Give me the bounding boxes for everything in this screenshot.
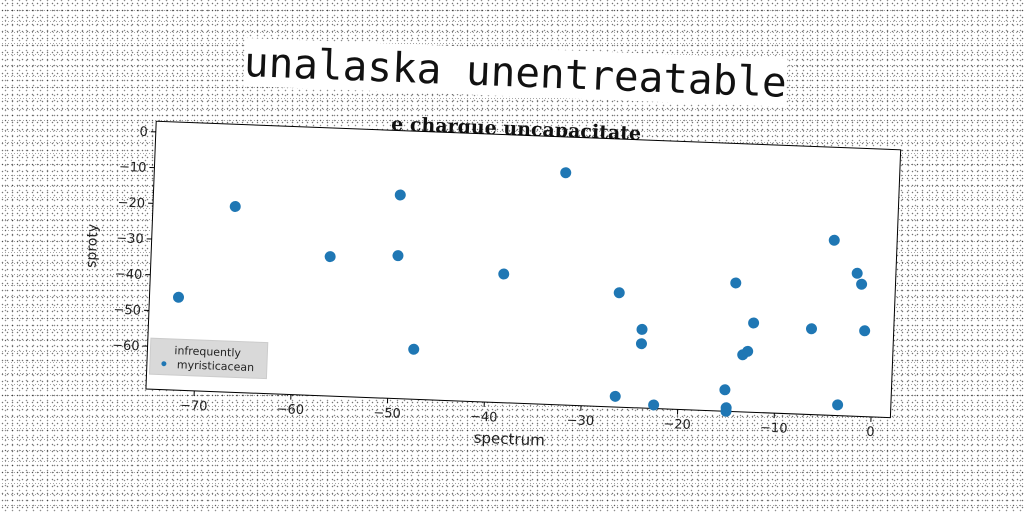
data-point	[719, 384, 731, 396]
data-point	[408, 343, 420, 355]
x-tick-label: −50	[373, 406, 401, 422]
data-point	[851, 267, 863, 279]
y-tick-label: −40	[115, 267, 143, 283]
data-point	[635, 338, 647, 350]
data-point	[828, 234, 840, 246]
data-points	[173, 167, 871, 417]
data-point	[173, 291, 185, 303]
x-axis-label: spectrum	[473, 429, 545, 450]
x-tick-label: 0	[866, 425, 875, 440]
y-tick-label: −60	[112, 338, 140, 354]
data-point	[613, 287, 625, 299]
data-point	[636, 323, 648, 335]
x-axis: −70 −60 −50 −40 −30 −20 −10 0	[180, 390, 875, 440]
data-point	[648, 399, 660, 411]
y-axis: 0 −10 −20 −30 −40 −50 −60	[112, 125, 156, 354]
x-tick-label: −40	[470, 409, 498, 425]
legend-marker-myristicacean	[161, 361, 167, 367]
y-axis-label: sproty	[84, 224, 102, 269]
y-tick-label: −30	[116, 231, 144, 247]
y-tick-label: −10	[119, 160, 147, 176]
legend-label-infrequently: infrequently	[174, 344, 241, 360]
y-tick-label: 0	[139, 125, 148, 140]
data-point	[832, 399, 844, 411]
plot-area	[145, 120, 902, 419]
y-tick-label: −20	[117, 195, 145, 211]
data-point	[805, 323, 817, 335]
data-point	[859, 325, 871, 337]
legend: infrequently myristicacean	[148, 337, 269, 380]
data-point	[609, 390, 621, 402]
data-point	[498, 268, 510, 280]
data-point	[392, 250, 404, 262]
data-point	[229, 201, 241, 213]
x-tick-label: −10	[760, 421, 788, 437]
data-point	[742, 345, 754, 357]
legend-box	[148, 337, 269, 380]
data-point	[856, 278, 868, 290]
legend-label-myristicacean: myristicacean	[177, 358, 255, 374]
x-tick-label: −30	[566, 413, 594, 429]
y-tick-label: −50	[113, 303, 141, 319]
data-point	[748, 317, 760, 329]
data-point	[324, 251, 336, 263]
x-tick-label: −70	[180, 398, 208, 414]
data-point	[394, 189, 406, 201]
x-tick-label: −60	[276, 402, 304, 418]
data-point	[560, 167, 572, 179]
x-tick-label: −20	[663, 417, 691, 433]
data-point	[730, 277, 742, 289]
data-point	[720, 405, 732, 417]
